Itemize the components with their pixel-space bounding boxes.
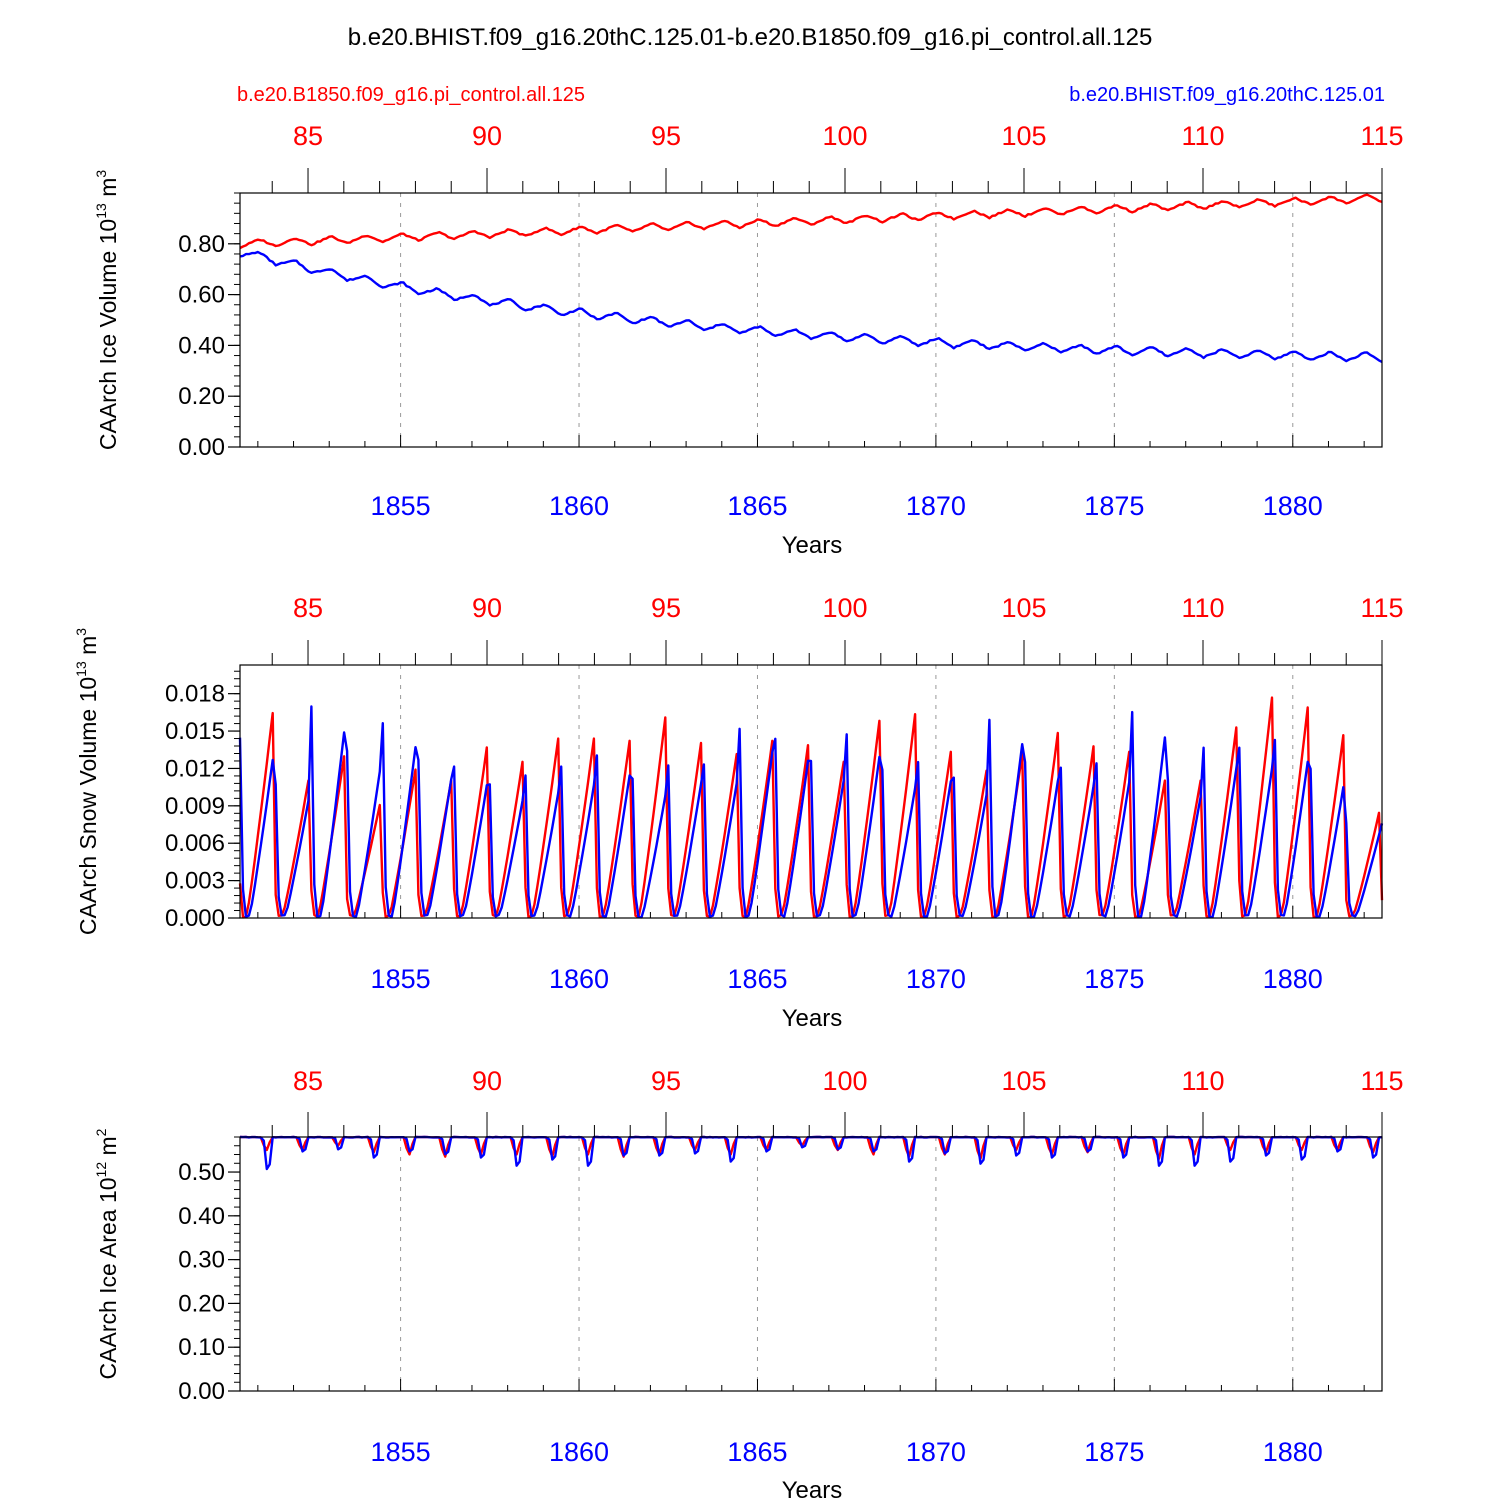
x-tick-label-bottom: 1855 <box>371 491 431 521</box>
x-tick-label-bottom: 1880 <box>1263 491 1323 521</box>
series-line-control <box>238 696 1384 919</box>
y-tick-label: 0.012 <box>165 755 225 782</box>
x-tick-label-bottom: 1880 <box>1263 1437 1323 1467</box>
x-tick-label-top: 90 <box>472 593 502 623</box>
x-tick-label-bottom: 1875 <box>1084 964 1144 994</box>
x-tick-label-bottom: 1870 <box>906 491 966 521</box>
figure-title: b.e20.BHIST.f09_g16.20thC.125.01-b.e20.B… <box>348 24 1153 51</box>
x-tick-label-bottom: 1860 <box>549 491 609 521</box>
x-tick-label-top: 90 <box>472 1066 502 1096</box>
y-tick-label: 0.40 <box>178 332 225 359</box>
series-line-historical <box>239 1135 1383 1171</box>
x-tick-label-top: 85 <box>293 593 323 623</box>
y-tick-label: 0.80 <box>178 231 225 258</box>
x-tick-label-bottom: 1855 <box>371 1437 431 1467</box>
x-tick-label-bottom: 1875 <box>1084 1437 1144 1467</box>
x-axis-label: Years <box>782 532 843 559</box>
y-axis-label: CAArch Snow Volume 1013 m3 <box>73 628 101 935</box>
x-tick-label-top: 105 <box>1001 1066 1046 1096</box>
y-tick-label: 0.000 <box>165 905 225 932</box>
legend-historical-label: b.e20.BHIST.f09_g16.20thC.125.01 <box>1069 84 1385 106</box>
x-tick-label-bottom: 1870 <box>906 1437 966 1467</box>
y-tick-label: 0.015 <box>165 718 225 745</box>
y-tick-label: 0.009 <box>165 793 225 820</box>
x-tick-label-top: 115 <box>1360 121 1403 151</box>
y-tick-label: 0.10 <box>178 1334 225 1361</box>
y-tick-label: 0.00 <box>178 1378 225 1405</box>
x-tick-label-top: 115 <box>1360 593 1403 623</box>
x-tick-label-top: 85 <box>293 1066 323 1096</box>
y-tick-label: 0.50 <box>178 1159 225 1186</box>
x-tick-label-top: 100 <box>822 593 867 623</box>
x-tick-label-bottom: 1875 <box>1084 491 1144 521</box>
x-tick-label-top: 100 <box>822 1066 867 1096</box>
series-line-control <box>239 193 1383 250</box>
panel-ice-area: 0.00 0.10 0.20 0.30 0.40 0.50 1855 1860 1865 1870… <box>93 1066 1404 1500</box>
x-axis-label: Years <box>782 1005 843 1032</box>
plot-frame <box>239 192 1383 448</box>
y-tick-label: 0.006 <box>165 830 225 857</box>
x-tick-label-top: 90 <box>472 121 502 151</box>
x-tick-label-bottom: 1865 <box>727 491 787 521</box>
x-tick-label-bottom: 1860 <box>549 1437 609 1467</box>
plot-frame <box>239 664 1383 919</box>
y-tick-label: 0.40 <box>178 1203 225 1230</box>
y-tick-label: 0.20 <box>178 383 225 410</box>
x-tick-label-top: 110 <box>1181 593 1224 623</box>
x-tick-label-top: 115 <box>1360 1066 1403 1096</box>
x-tick-label-top: 95 <box>651 1066 681 1096</box>
x-tick-label-top: 85 <box>293 121 323 151</box>
y-axis-label: CAArch Ice Volume 1013 m3 <box>93 170 121 451</box>
x-tick-label-bottom: 1855 <box>371 964 431 994</box>
panel-snow-volume: 0.000 0.003 0.006 0.009 0.012 0.015 0.018 1855 1… <box>73 593 1404 1032</box>
x-tick-label-bottom: 1865 <box>727 1437 787 1467</box>
y-tick-label: 0.00 <box>178 434 225 461</box>
series-line-historical <box>238 705 1384 919</box>
y-tick-label: 0.30 <box>178 1247 225 1274</box>
x-tick-label-bottom: 1870 <box>906 964 966 994</box>
x-tick-label-top: 105 <box>1001 121 1046 151</box>
x-tick-label-top: 110 <box>1181 1066 1224 1096</box>
x-tick-label-top: 105 <box>1001 593 1046 623</box>
series-line-control <box>239 1135 1383 1160</box>
x-tick-label-top: 110 <box>1181 121 1224 151</box>
x-axis-label: Years <box>782 1477 843 1500</box>
y-tick-label: 0.018 <box>165 681 225 708</box>
x-tick-label-top: 100 <box>822 121 867 151</box>
x-tick-label-top: 95 <box>651 121 681 151</box>
x-tick-label-bottom: 1860 <box>549 964 609 994</box>
plot-frame <box>239 1136 1383 1392</box>
legend-control-label: b.e20.B1850.f09_g16.pi_control.all.125 <box>237 84 585 106</box>
series-line-historical <box>239 250 1383 363</box>
y-tick-label: 0.003 <box>165 868 225 895</box>
y-axis-label: CAArch Ice Area 1012 m2 <box>93 1128 121 1379</box>
x-tick-label-bottom: 1880 <box>1263 964 1323 994</box>
y-tick-label: 0.20 <box>178 1290 225 1317</box>
panel-ice-volume: 0.00 0.20 0.40 0.60 0.80 1855 1860 1865 1870 1875… <box>93 121 1404 559</box>
x-tick-label-top: 95 <box>651 593 681 623</box>
x-tick-label-bottom: 1865 <box>727 964 787 994</box>
y-tick-label: 0.60 <box>178 282 225 309</box>
